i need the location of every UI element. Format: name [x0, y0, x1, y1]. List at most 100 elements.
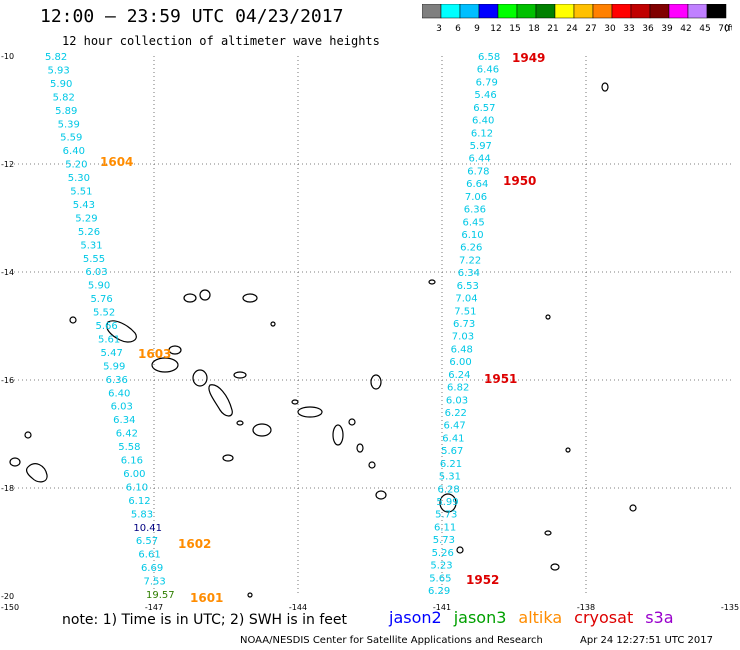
wave-height-label: 6.34: [458, 268, 480, 279]
island-outline: [428, 279, 436, 285]
wave-height-label: 5.29: [75, 213, 97, 224]
footer-timestamp: Apr 24 12:27:51 UTC 2017: [580, 635, 713, 646]
wave-height-label: 5.47: [101, 348, 123, 359]
island-outline: [222, 454, 234, 462]
wave-height-label: 5.73: [435, 510, 457, 521]
wave-height-label: 5.93: [48, 65, 70, 76]
island-outline: [236, 420, 244, 426]
island-outline: [370, 374, 382, 390]
wave-height-label: 6.40: [108, 388, 130, 399]
island-outlines: [9, 82, 637, 598]
wave-height-label: 6.45: [463, 217, 485, 228]
island-outline: [199, 289, 211, 301]
wave-height-label: 6.58: [478, 52, 500, 63]
pass-number-label: 1601: [190, 591, 223, 605]
color-scale-swatch: [706, 4, 727, 19]
wave-height-label: 5.82: [53, 92, 75, 103]
wave-height-label: 5.90: [88, 281, 110, 292]
footer-note: note: 1) Time is in UTC; 2) SWH is in fe…: [62, 612, 348, 628]
wave-height-label: 5.20: [65, 160, 87, 171]
wave-height-label: 5.99: [103, 361, 125, 372]
wave-height-label: 5.46: [474, 90, 496, 101]
wave-height-label: 6.29: [428, 586, 450, 597]
wave-height-label: 5.61: [98, 334, 120, 345]
wave-height-label: 7.22: [459, 255, 481, 266]
pass-number-label: 1603: [138, 347, 171, 361]
wave-height-label: 19.57: [146, 590, 175, 601]
island-outline: [332, 424, 344, 446]
wave-height-label: 6.11: [434, 522, 456, 533]
wave-height-label: 5.59: [60, 133, 82, 144]
wave-height-label: 6.24: [448, 370, 470, 381]
wave-height-label: 6.12: [128, 496, 150, 507]
wave-height-label: 6.82: [447, 383, 469, 394]
wave-height-label: 5.31: [439, 472, 461, 483]
pass-number-label: 1602: [178, 537, 211, 551]
satellite-legend-altika: altika: [518, 608, 563, 627]
wave-height-label: 6.22: [445, 408, 467, 419]
wave-height-label: 5.97: [470, 141, 492, 152]
wave-height-label: 5.58: [118, 442, 140, 453]
satellite-legend-jason2: jason2: [389, 608, 442, 627]
color-scale-label: (ft): [724, 24, 732, 34]
wave-height-label: 5.30: [68, 173, 90, 184]
longitude-label: -147: [145, 603, 163, 612]
island-outline: [368, 461, 376, 469]
wave-height-label: 6.61: [138, 550, 160, 561]
island-outline: [545, 314, 551, 320]
island-outline: [9, 457, 21, 467]
wave-height-label: 7.04: [455, 294, 477, 305]
wave-height-label: 5.43: [73, 200, 95, 211]
island-outline: [192, 369, 208, 387]
wave-height-label: 5.66: [96, 321, 118, 332]
island-outline: [356, 443, 364, 453]
wave-height-label: 5.76: [90, 294, 112, 305]
pass-number-label: 1949: [512, 51, 545, 65]
wave-height-label: 6.10: [126, 482, 148, 493]
island-outline: [348, 418, 356, 426]
island-outline: [26, 463, 48, 483]
longitude-label: -135: [721, 603, 739, 612]
satellite-legend-jason3: jason3: [453, 608, 507, 627]
wave-height-label: 6.36: [106, 375, 128, 386]
color-scale-label: 33: [623, 24, 634, 34]
page-title: 12:00 – 23:59 UTC 04/23/2017: [40, 6, 344, 27]
island-outline: [629, 504, 637, 512]
island-outline: [439, 493, 457, 513]
island-outline: [183, 293, 197, 303]
wave-height-label: 6.03: [85, 267, 107, 278]
wave-height-label: 5.89: [55, 106, 77, 117]
color-scale-label: 15: [509, 24, 520, 34]
pass-labels: 1604 1603 1602 1601 1949 1950 1951 1952: [100, 51, 545, 605]
wave-height-label: 6.47: [443, 421, 465, 432]
wave-height-label: 6.21: [440, 459, 462, 470]
wave-height-label: 6.57: [473, 103, 495, 114]
pass-number-label: 1951: [484, 372, 517, 386]
wave-height-label: 7.51: [454, 306, 476, 317]
wave-height-label: 7.03: [452, 332, 474, 343]
island-outline: [291, 399, 299, 405]
wave-height-label: 6.42: [116, 429, 138, 440]
island-outline: [252, 423, 272, 437]
longitude-label: -144: [289, 603, 307, 612]
pass-number-label: 1604: [100, 155, 133, 169]
wave-height-label: 6.40: [472, 116, 494, 127]
color-scale-label: 30: [604, 24, 616, 34]
wave-height-label: 6.48: [451, 344, 473, 355]
footer-credit: NOAA/NESDIS Center for Satellite Applica…: [240, 635, 543, 646]
island-outline: [242, 293, 258, 303]
wave-height-label: 6.73: [453, 319, 475, 330]
wave-height-label: 6.10: [461, 230, 483, 241]
latitude-label: -20: [1, 592, 14, 601]
longitude-label: -141: [433, 603, 451, 612]
page-subtitle: 12 hour collection of altimeter wave hei…: [62, 34, 380, 48]
pass-number-label: 1950: [503, 174, 536, 188]
satellite-legend-cryosat: cryosat: [574, 608, 634, 627]
wave-height-label: 6.53: [457, 281, 479, 292]
island-outline: [151, 357, 179, 373]
island-outline: [24, 431, 32, 439]
color-scale-label: 70: [718, 24, 730, 34]
wave-height-label: 5.99: [436, 497, 458, 508]
color-scale-label: 21: [547, 24, 558, 34]
pass-number-label: 1952: [466, 573, 499, 587]
